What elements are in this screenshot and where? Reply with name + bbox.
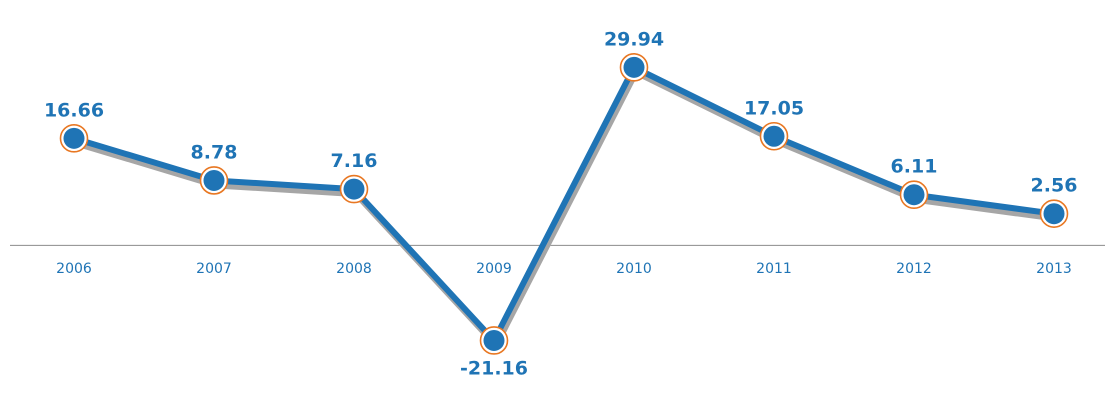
data-point: [199, 166, 229, 195]
data-label: 16.66: [44, 99, 104, 121]
data-point: [479, 326, 509, 355]
data-labels: 16.66 8.78 7.16 -21.16 29.94 17.05 6.11 2.56: [44, 28, 1078, 379]
data-points: [59, 53, 1069, 355]
data-point-dot: [63, 127, 85, 149]
data-point-dot: [763, 125, 785, 147]
data-label: 7.16: [331, 150, 378, 172]
data-point: [899, 180, 929, 210]
x-axis-tick-labels: 2006 2007 2008 2009 2010 2011 2012 2013: [56, 261, 1072, 277]
data-point-dot: [623, 56, 645, 78]
x-tick-label: 2010: [616, 261, 652, 277]
x-tick-label: 2012: [896, 261, 932, 277]
data-point: [619, 53, 649, 82]
data-point: [1039, 199, 1069, 228]
data-point: [759, 121, 789, 151]
data-label: 2.56: [1031, 175, 1078, 197]
data-point-dot: [1043, 203, 1065, 225]
data-label: 8.78: [191, 141, 238, 163]
data-point: [59, 124, 89, 153]
data-point-dot: [203, 169, 225, 191]
x-tick-label: 2008: [336, 261, 372, 277]
data-point-dot: [903, 184, 925, 206]
data-label: 17.05: [744, 97, 804, 119]
data-point-dot: [483, 329, 505, 351]
x-tick-label: 2007: [196, 261, 232, 277]
x-tick-label: 2006: [56, 261, 92, 277]
x-tick-label: 2011: [756, 261, 792, 277]
data-point: [339, 174, 369, 204]
data-label: -21.16: [460, 357, 528, 379]
series-line: [73, 64, 1055, 344]
series-line-shadow: [75, 69, 1057, 349]
data-point-dot: [343, 178, 365, 200]
x-tick-label: 2013: [1036, 261, 1072, 277]
data-label: 29.94: [604, 28, 664, 50]
data-label: 6.11: [891, 156, 938, 178]
x-tick-label: 2009: [476, 261, 512, 277]
